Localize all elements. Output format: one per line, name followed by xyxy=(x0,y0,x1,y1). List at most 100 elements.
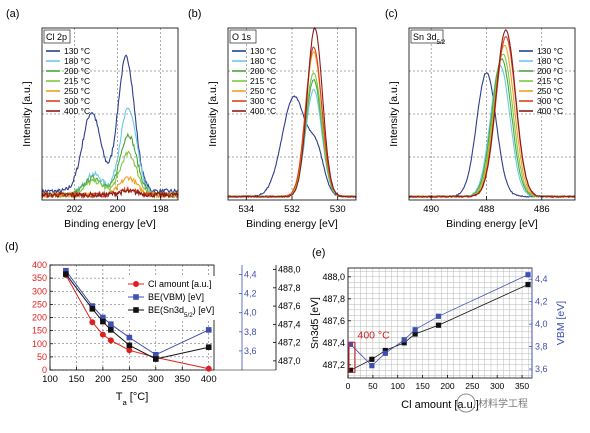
legend-entry: 200 °C xyxy=(250,66,276,76)
panel-a: (a) 202 200 198 Binding energy [eV] Intensity… xyxy=(6,8,179,230)
y-right2-tick-label: 487,6 xyxy=(278,301,301,311)
data-point xyxy=(435,322,442,328)
x-tick-label: 486 xyxy=(534,204,550,215)
panel-d: (d) 0 50 100 150 200 250 300 350 400 3,6 3,8 4,0 4,2 4… xyxy=(5,241,301,407)
panel-label: (d) xyxy=(5,241,18,253)
panel-label: (b) xyxy=(188,8,201,20)
legend-entry: 400 °C xyxy=(537,106,563,116)
data-point xyxy=(153,351,159,358)
legend-entry: 300 °C xyxy=(64,96,90,106)
data-point xyxy=(205,327,212,333)
x-tick-label: 100 xyxy=(391,381,405,391)
y-tick-label: 487,6 xyxy=(322,316,345,326)
series-group xyxy=(41,54,179,199)
x-tick-label: 300 xyxy=(148,374,164,385)
y-tick-label: 150 xyxy=(32,326,47,336)
grid xyxy=(409,28,575,200)
series-line xyxy=(227,27,357,198)
panel-label: (c) xyxy=(385,8,398,20)
y-right-tick-label: 3,8 xyxy=(244,327,257,337)
legend-entry: BE(VBM) [eV] xyxy=(148,292,204,302)
watermark-text: 材料学工程 xyxy=(478,397,528,410)
grid xyxy=(228,28,356,200)
panel-c: (c) 490 488 486 Binding energy [eV] Intensity… xyxy=(385,8,576,230)
data-point xyxy=(107,337,114,344)
x-tick-label: 0 xyxy=(346,381,351,391)
y-right2-tick-label: 487,0 xyxy=(278,356,301,366)
data-point xyxy=(347,367,354,373)
x-tick-label: 100 xyxy=(42,374,58,385)
x-tick-label: 50 xyxy=(368,381,378,391)
legend-entry: 200 °C xyxy=(537,66,563,76)
data-point xyxy=(89,306,96,312)
x-tick-label: 488 xyxy=(479,204,495,215)
y-tick-label: 50 xyxy=(37,352,47,362)
series-line xyxy=(408,29,576,199)
y-right-tick-label: 4,4 xyxy=(535,274,548,284)
legend-entry: 400 °C xyxy=(250,106,276,116)
label-suffix: ) [eV] xyxy=(193,305,215,315)
x-tick-label: 400 xyxy=(201,374,217,385)
data-point xyxy=(435,313,442,319)
tag-label: Sn 3d5/2 xyxy=(413,32,446,46)
legend-entry: BE(Sn3d5/2) [eV] xyxy=(148,305,214,319)
legend-entry: 215 °C xyxy=(537,76,563,86)
x-tick-label: 250 xyxy=(121,374,137,385)
x-tick-label: 202 xyxy=(66,204,82,215)
y-axis-label: Intensity [a.u.] xyxy=(21,81,33,146)
label-subscript: 5/2 xyxy=(184,312,193,319)
data-point xyxy=(412,331,418,337)
x-axis-label: Binding energy [eV] xyxy=(446,218,538,230)
data-point xyxy=(100,314,106,321)
annotation-label: 400 °C xyxy=(357,329,390,341)
legend-marker xyxy=(133,307,139,313)
x-axis-label: Cl amount [a.u.] xyxy=(401,399,479,411)
legend-entry: 300 °C xyxy=(537,96,563,106)
label-main: Sn 3d xyxy=(413,32,437,42)
data-point xyxy=(205,365,212,372)
legend-entry: 250 °C xyxy=(537,86,563,96)
x-tick-label: 350 xyxy=(174,374,190,385)
data-point xyxy=(369,363,375,369)
x-axis-label: Binding energy [eV] xyxy=(246,218,338,230)
legend-entry: 400 °C xyxy=(64,106,90,116)
data-point xyxy=(108,327,114,333)
watermark: 材料学工程 xyxy=(456,393,528,413)
x-tick-label: 200 xyxy=(110,204,126,215)
legend-entry: 250 °C xyxy=(250,86,276,96)
data-point xyxy=(63,267,69,274)
label-subscript: a xyxy=(122,398,127,407)
watermark-icon xyxy=(456,393,476,413)
tag-box xyxy=(229,29,257,44)
data-point xyxy=(525,272,531,278)
y-tick-label: 300 xyxy=(32,286,47,296)
tag-box xyxy=(43,29,71,44)
legend-entry: Cl amount [a.u.] xyxy=(148,279,212,289)
data-point xyxy=(401,337,407,343)
y-right-tick-label: 3,6 xyxy=(244,346,257,356)
y-tick-label: 250 xyxy=(32,299,47,309)
data-point xyxy=(369,356,375,362)
x-tick-label: 534 xyxy=(238,204,254,215)
spectrum-tag: Sn 3d5/2 xyxy=(410,29,446,46)
x-tick-label: 150 xyxy=(69,374,85,385)
y-right-tick-label: 4,4 xyxy=(244,270,257,280)
data-point xyxy=(100,318,106,325)
series-2 xyxy=(63,271,212,362)
legend-entry: 215 °C xyxy=(250,76,276,86)
data-point xyxy=(99,331,106,338)
series-line xyxy=(350,274,529,367)
x-axis-label: Binding energy [eV] xyxy=(64,218,156,230)
data-point xyxy=(525,281,531,288)
y-right-axis-label: VBM [eV] xyxy=(555,301,567,345)
y-tick-label: 487,8 xyxy=(322,294,345,304)
legend-entry: 130 °C xyxy=(537,46,563,56)
y-right-tick-label: 4,0 xyxy=(535,319,548,329)
y-right2-tick-label: 487,8 xyxy=(278,283,301,293)
legend-entry: 250 °C xyxy=(64,86,90,96)
y-right-tick-label: 4,2 xyxy=(535,297,548,307)
